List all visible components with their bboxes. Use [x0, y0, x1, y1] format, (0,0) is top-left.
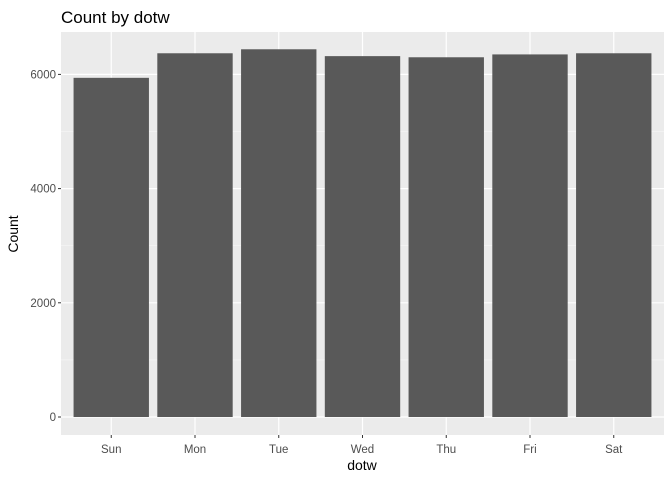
bar-mon: [157, 53, 233, 417]
x-tick-label: Tue: [269, 444, 288, 456]
bar-sun: [73, 77, 149, 418]
x-axis: Sun Mon Tue Wed Thu Fri Sat: [101, 435, 623, 456]
bars: [73, 49, 652, 418]
bar-thu: [408, 57, 484, 418]
bar-wed: [324, 56, 401, 418]
y-axis: 0 2000 4000 6000: [30, 69, 61, 424]
x-tick-label: Fri: [523, 444, 536, 456]
y-tick-label: 6000: [30, 69, 56, 81]
x-tick-label: Thu: [436, 444, 456, 456]
y-axis-title: Count: [5, 215, 21, 252]
bar-sat: [576, 53, 652, 417]
x-axis-title: dotw: [347, 457, 377, 473]
y-tick-label: 4000: [30, 184, 56, 196]
x-tick-label: Mon: [184, 444, 206, 456]
x-tick-label: Sun: [101, 444, 121, 456]
chart-title: Count by dotw: [61, 8, 170, 27]
bar-tue: [241, 49, 317, 417]
y-tick-label: 2000: [30, 298, 56, 310]
x-tick-label: Wed: [351, 444, 374, 456]
y-tick-label: 0: [50, 412, 56, 424]
bar-fri: [492, 54, 568, 417]
x-tick-label: Sat: [605, 444, 623, 456]
